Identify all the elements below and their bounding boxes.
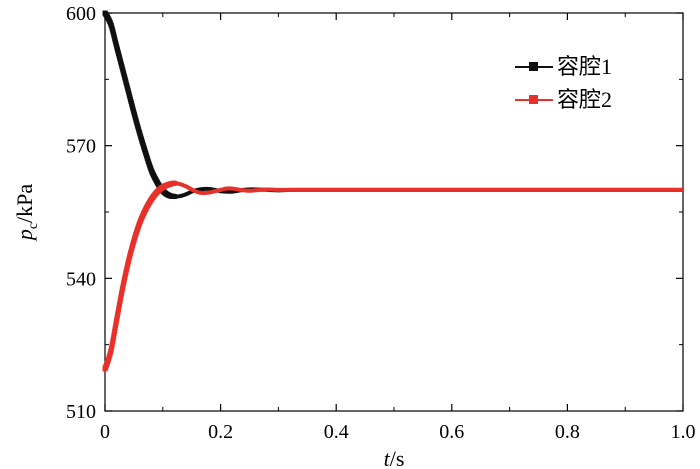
legend-entry-1: 容腔1 xyxy=(515,54,612,79)
series-layer xyxy=(102,10,683,372)
data-point xyxy=(111,334,117,340)
series-2 xyxy=(102,180,683,372)
data-point xyxy=(116,304,122,310)
y-tick-label: 570 xyxy=(66,136,96,158)
data-point xyxy=(113,323,119,329)
data-point xyxy=(112,325,118,331)
legend-swatch-marker-2 xyxy=(529,95,538,104)
data-point xyxy=(115,307,121,313)
data-point xyxy=(117,299,123,305)
data-point xyxy=(171,180,177,186)
data-point xyxy=(113,320,119,326)
data-point xyxy=(111,331,117,337)
x-tick-label: 1.0 xyxy=(671,421,696,443)
y-axis-var: p xyxy=(12,229,37,242)
legend-label-1: 容腔1 xyxy=(557,54,612,79)
data-point xyxy=(118,294,124,300)
y-tick-label: 510 xyxy=(66,401,96,423)
x-tick-label: 0 xyxy=(100,421,110,443)
x-tick-label: 0.6 xyxy=(439,421,464,443)
x-tick-label: 0.2 xyxy=(208,421,233,443)
data-point xyxy=(117,296,123,302)
x-axis-title: t/s xyxy=(384,446,405,469)
y-axis-unit: /kPa xyxy=(12,184,37,223)
series-line xyxy=(103,181,683,371)
y-tick-label: 540 xyxy=(66,268,96,290)
legend: 容腔1 容腔2 xyxy=(515,54,612,112)
x-axis-var: t xyxy=(384,446,391,469)
data-point xyxy=(115,312,121,318)
y-tick-label: 600 xyxy=(66,3,96,25)
x-tick-label: 0.4 xyxy=(324,421,349,443)
y-axis-title: pc/kPa xyxy=(12,184,41,243)
data-point xyxy=(112,328,118,334)
legend-label-2: 容腔2 xyxy=(557,87,612,112)
data-point xyxy=(171,194,177,200)
data-point xyxy=(116,302,122,308)
x-axis-unit: /s xyxy=(390,446,405,469)
y-axis-sub: c xyxy=(26,223,41,229)
data-point xyxy=(109,341,115,347)
data-point xyxy=(114,317,120,323)
data-point xyxy=(115,310,121,315)
legend-entry-2: 容腔2 xyxy=(515,87,612,112)
data-point xyxy=(114,315,120,321)
axis-ticks: 0 0.2 0.4 0.6 0.8 1.0 510 540 570 600 xyxy=(66,3,696,443)
legend-swatch-marker-1 xyxy=(529,62,538,71)
data-point xyxy=(110,336,116,342)
data-point xyxy=(110,339,116,345)
x-tick-label: 0.8 xyxy=(555,421,580,443)
